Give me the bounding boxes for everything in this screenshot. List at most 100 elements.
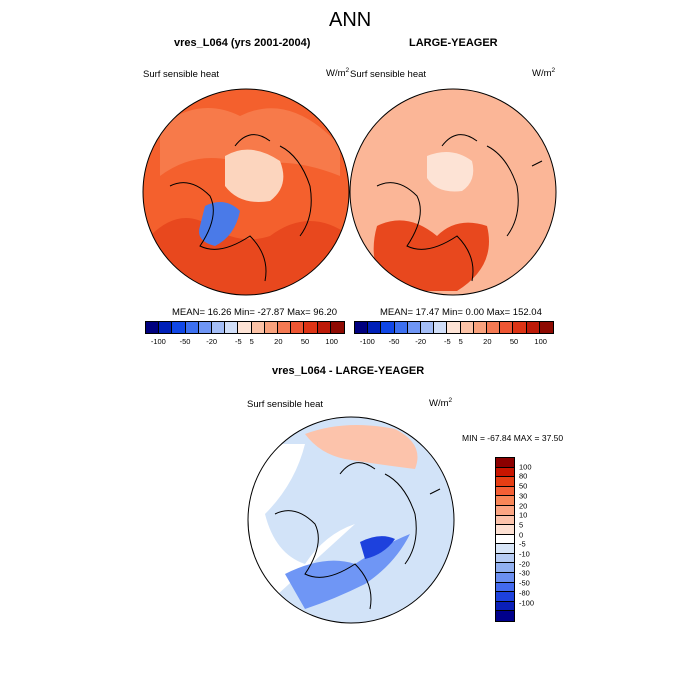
colorbar-diff-tick-label: 0 bbox=[519, 530, 524, 540]
colorbar-diff-tick-label: -50 bbox=[519, 578, 530, 588]
colorbar-diff-tick-label: 100 bbox=[519, 462, 532, 472]
panel2-title: LARGE-YEAGER bbox=[409, 37, 498, 49]
colorbar-panel2-swatch bbox=[381, 322, 395, 333]
colorbar-diff-swatch bbox=[496, 534, 514, 545]
colorbar-panel2-tick-label: 50 bbox=[509, 337, 519, 346]
panel2-stats: MEAN= 17.47 Min= 0.00 Max= 152.04 bbox=[380, 307, 542, 318]
colorbar-panel1-swatch bbox=[172, 322, 186, 333]
panel1-units: W/m2 bbox=[326, 67, 349, 79]
panel2-units: W/m2 bbox=[532, 67, 555, 79]
colorbar-panel1-swatch bbox=[264, 322, 278, 333]
colorbar-panel2-swatch bbox=[500, 322, 514, 333]
colorbar-diff-swatch bbox=[496, 515, 514, 526]
colorbar-diff-swatch bbox=[496, 477, 514, 487]
colorbar-diff-labels: 100 80 50 30 20 10 5 0 -5 -10 -20 -30 -50 -80 -100 bbox=[519, 457, 549, 622]
colorbar-panel1-swatch bbox=[238, 322, 252, 333]
panel1-units-exp: 2 bbox=[345, 67, 350, 74]
panel3-strong-negative-region bbox=[360, 536, 395, 559]
panel2-coastline bbox=[376, 134, 543, 282]
panel3-title: vres_L064 - LARGE-YEAGER bbox=[272, 365, 425, 377]
colorbar-panel2-tick-label: -5 bbox=[443, 337, 451, 346]
panel3-units: W/m2 bbox=[429, 397, 452, 409]
colorbar-diff-swatch bbox=[496, 486, 514, 497]
panel3-positive-diff-region bbox=[305, 425, 418, 469]
colorbar-panel2-swatch bbox=[460, 322, 474, 333]
panel3-map-border bbox=[247, 416, 455, 624]
panel3-units-exp: 2 bbox=[448, 397, 453, 404]
panel1-polar-map bbox=[142, 88, 350, 296]
colorbar-diff-swatch bbox=[496, 505, 514, 516]
colorbar-diff-swatch bbox=[496, 592, 514, 602]
colorbar-panel2-swatch bbox=[368, 322, 382, 333]
colorbar-panel1-tick-label: -20 bbox=[206, 337, 218, 346]
colorbar-panel1-tick-label: 100 bbox=[325, 337, 338, 346]
panel1-map-border bbox=[142, 88, 350, 296]
colorbar-panel1-tick-label: 50 bbox=[300, 337, 310, 346]
colorbar-panel2-swatch bbox=[420, 322, 435, 333]
colorbar-panel2-swatch bbox=[447, 322, 461, 333]
panel3-variable-label: Surf sensible heat bbox=[247, 399, 324, 410]
panel1-high-flux-region bbox=[143, 218, 349, 295]
colorbar-panel2-swatch bbox=[434, 322, 448, 333]
colorbar-panel1-labels: -100 -50 -20 -5 5 20 50 100 bbox=[145, 337, 345, 347]
colorbar-diff-tick-label: -80 bbox=[519, 588, 530, 598]
colorbar-panel2-swatch bbox=[394, 322, 408, 333]
colorbar-diff-tick-label: 10 bbox=[519, 510, 528, 520]
panel2-polar-map bbox=[349, 88, 557, 296]
colorbar-panel1-tick-label: -100 bbox=[150, 337, 166, 346]
colorbar-panel1-tick-label: -50 bbox=[179, 337, 191, 346]
panel2-variable-label: Surf sensible heat bbox=[350, 69, 427, 80]
panel1-mid-flux-region bbox=[160, 108, 340, 176]
colorbar-diff-swatch bbox=[496, 573, 514, 583]
panel1-title: vres_L064 (yrs 2001-2004) bbox=[174, 37, 311, 49]
colorbar-diff-tick-label: 50 bbox=[519, 481, 528, 491]
colorbar-panel1-swatch bbox=[251, 322, 265, 333]
colorbar-panel2-swatch bbox=[486, 322, 501, 333]
panel2-map-border bbox=[349, 88, 557, 296]
colorbar-panel2-swatch bbox=[407, 322, 421, 333]
colorbar-panel1-swatch bbox=[304, 322, 318, 333]
colorbar-panel2-swatch bbox=[526, 322, 540, 333]
colorbar-diff-tick-label: -5 bbox=[519, 539, 526, 549]
colorbar-panel1 bbox=[145, 321, 345, 334]
colorbar-diff-swatch bbox=[496, 525, 514, 535]
colorbar-diff-tick-label: 20 bbox=[519, 501, 528, 511]
panel1-arctic-low-flux-region bbox=[225, 149, 284, 202]
colorbar-diff-tick-label: 80 bbox=[519, 471, 528, 481]
colorbar-panel1-swatch bbox=[211, 322, 226, 333]
colorbar-diff-swatch bbox=[496, 611, 514, 621]
colorbar-panel1-swatch bbox=[291, 322, 305, 333]
figure-title: ANN bbox=[329, 9, 372, 31]
colorbar-diff-swatch bbox=[496, 553, 514, 564]
colorbar-panel1-tick-label: 20 bbox=[274, 337, 283, 346]
colorbar-panel2-tick-label: -100 bbox=[359, 337, 375, 346]
panel1-negative-flux-region bbox=[199, 202, 240, 246]
colorbar-panel2-tick-label: -20 bbox=[415, 337, 427, 346]
panel2-high-flux-region bbox=[373, 220, 489, 291]
panel3-stats: MIN = -67.84 MAX = 37.50 bbox=[462, 433, 564, 443]
colorbar-diff-swatch bbox=[496, 458, 514, 468]
colorbar-panel2-swatch bbox=[513, 322, 527, 333]
colorbar-diff-tick-label: -100 bbox=[519, 598, 535, 608]
panel1-coastline bbox=[169, 134, 312, 282]
colorbar-panel2-labels: -100 -50 -20 -5 5 20 50 100 bbox=[354, 337, 554, 347]
colorbar-panel1-swatch bbox=[185, 322, 199, 333]
colorbar-panel1-swatch bbox=[330, 322, 344, 333]
colorbar-diff-tick-label: 5 bbox=[519, 520, 524, 530]
colorbar-diff bbox=[495, 457, 515, 622]
colorbar-diff-swatch bbox=[496, 467, 514, 478]
panel2-units-exp: 2 bbox=[551, 67, 556, 74]
colorbar-diff-swatch bbox=[496, 563, 514, 574]
colorbar-diff-swatch bbox=[496, 582, 514, 593]
panel2-units-base: W/m bbox=[532, 68, 552, 80]
colorbar-diff-tick-label: -30 bbox=[519, 568, 530, 578]
panel1-variable-label: Surf sensible heat bbox=[143, 69, 220, 80]
colorbar-panel1-swatch bbox=[198, 322, 212, 333]
colorbar-diff-tick-label: -10 bbox=[519, 549, 530, 559]
panel3-polar-map bbox=[247, 416, 455, 624]
colorbar-panel1-swatch bbox=[146, 322, 160, 333]
colorbar-panel1-swatch bbox=[277, 322, 292, 333]
colorbar-panel1-swatch bbox=[317, 322, 331, 333]
panel1-stats: MEAN= 16.26 Min= -27.87 Max= 96.20 bbox=[172, 307, 338, 318]
colorbar-panel2-tick-label: 5 bbox=[458, 337, 463, 346]
